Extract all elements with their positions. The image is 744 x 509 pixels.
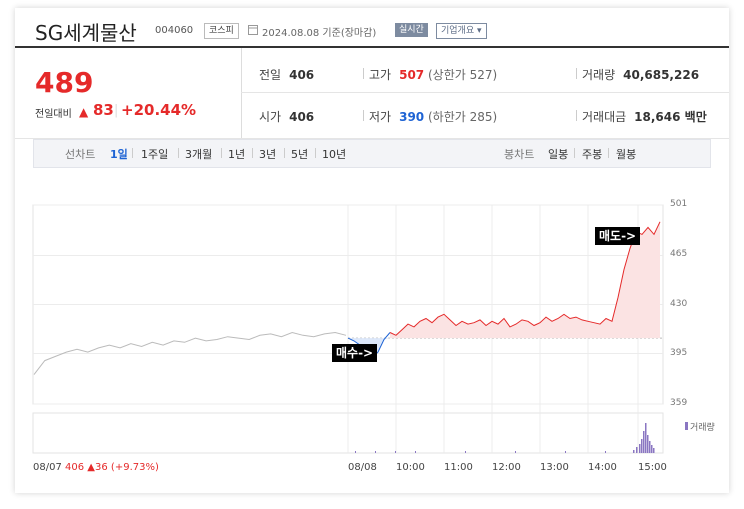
stat-volume: 거래량 40,685,226: [582, 68, 700, 82]
stat-amount: 거래대금 18,646 백만: [582, 110, 707, 124]
y-tick-label: 501: [670, 199, 688, 209]
y-tick-label: 465: [670, 249, 688, 260]
divider: [363, 68, 364, 79]
volume-bar: [636, 447, 638, 453]
y-tick-label: 395: [670, 347, 688, 358]
volume-legend: 거래량: [685, 420, 715, 433]
base-date: 2024.08.08 기준(장마감): [262, 28, 377, 39]
stats-divider: [241, 92, 729, 93]
x-tick-label: 14:00: [588, 462, 617, 473]
volume-bar: [653, 448, 655, 453]
period-bar: 선차트 1일 1주일 3개월 1년 3년 5년 10년 봉차트 일봉 주봉 월봉: [33, 139, 711, 168]
period-5y[interactable]: 5년: [291, 148, 309, 161]
stat-low: 저가 390 (하한가 285): [369, 110, 498, 124]
divider: [178, 148, 179, 158]
period-1w[interactable]: 1주일: [141, 148, 169, 161]
volume-bar: [415, 451, 416, 453]
divider: [132, 148, 133, 158]
line-chart-label: 선차트: [65, 148, 96, 161]
volume-bar: [645, 423, 647, 453]
up-area-fill: [390, 221, 660, 339]
price-chart[interactable]: [15, 8, 729, 493]
x-tick-label: 12:00: [492, 462, 521, 473]
volume-bar: [515, 451, 516, 453]
stat-prev-close: 전일 406: [259, 68, 315, 82]
realtime-button[interactable]: 실시간: [395, 23, 428, 37]
price-summary: 489 전일대비 ▲ 83 | +20.44%: [15, 48, 242, 138]
market-badge: 코스피: [204, 23, 239, 39]
buy-callout: 매수->: [332, 344, 378, 362]
volume-bar: [633, 450, 635, 453]
x-tick-label: 13:00: [540, 462, 569, 473]
change-value: 83: [93, 101, 114, 119]
volume-bar: [565, 451, 566, 453]
divider: [252, 148, 253, 158]
volume-bar: [649, 441, 651, 453]
divider: [574, 148, 575, 158]
stock-name[interactable]: SG세계물산: [35, 21, 137, 45]
company-overview-dropdown[interactable]: 기업개요 ▾: [436, 23, 487, 39]
divider: [576, 68, 577, 79]
divider: [363, 110, 364, 121]
divider: [284, 148, 285, 158]
period-1d[interactable]: 1일: [110, 148, 128, 161]
candle-weekly[interactable]: 주봉: [582, 148, 603, 161]
sell-callout: 매도->: [595, 227, 641, 245]
up-arrow-icon: ▲: [87, 462, 95, 473]
volume-bar: [639, 444, 641, 453]
current-price: 489: [35, 66, 94, 99]
prev-day-line: [33, 331, 347, 375]
period-1y[interactable]: 1년: [228, 148, 246, 161]
volume-bar: [651, 445, 653, 453]
stat-high: 고가 507 (상한가 527): [369, 68, 498, 82]
prev-day-summary: 08/07 406 ▲36 (+9.73%): [33, 462, 159, 473]
volume-bar: [605, 451, 606, 453]
y-tick-label: 430: [670, 298, 688, 309]
period-10y[interactable]: 10년: [322, 148, 347, 161]
divider: [576, 110, 577, 121]
y-tick-label: 359: [670, 398, 688, 408]
stock-card: SG세계물산 004060 코스피 2024.08.08 기준(장마감) 실시간…: [15, 8, 729, 493]
stock-code: 004060: [155, 25, 194, 36]
volume-bar: [643, 431, 645, 453]
period-3y[interactable]: 3년: [259, 148, 277, 161]
candle-daily[interactable]: 일봉: [548, 148, 569, 161]
change-separator: |: [114, 103, 119, 118]
volume-swatch: [685, 422, 688, 430]
today-up-line: [389, 221, 661, 336]
stock-header: SG세계물산 004060 코스피 2024.08.08 기준(장마감) 실시간…: [15, 8, 729, 48]
x-tick-label: 11:00: [444, 462, 473, 473]
volume-bar: [355, 451, 356, 453]
volume-bar: [647, 435, 649, 453]
change-percent: +20.44%: [121, 101, 197, 119]
up-arrow-icon: ▲: [79, 105, 89, 119]
period-3m[interactable]: 3개월: [185, 148, 213, 161]
x-tick-label: 08/08: [348, 462, 377, 473]
volume-bar: [375, 451, 376, 453]
divider: [315, 148, 316, 158]
divider: [608, 148, 609, 158]
volume-bar: [465, 451, 466, 453]
divider: [221, 148, 222, 158]
volume-bar: [641, 439, 643, 453]
x-tick-label: 10:00: [396, 462, 425, 473]
candle-chart-label: 봉차트: [504, 148, 535, 161]
change-label: 전일대비: [35, 109, 72, 120]
calendar-icon: [248, 25, 258, 35]
volume-bar: [395, 451, 396, 453]
candle-monthly[interactable]: 월봉: [616, 148, 637, 161]
price-divider: [15, 138, 729, 139]
x-tick-label: 15:00: [638, 462, 667, 473]
stat-open: 시가 406: [259, 110, 315, 124]
